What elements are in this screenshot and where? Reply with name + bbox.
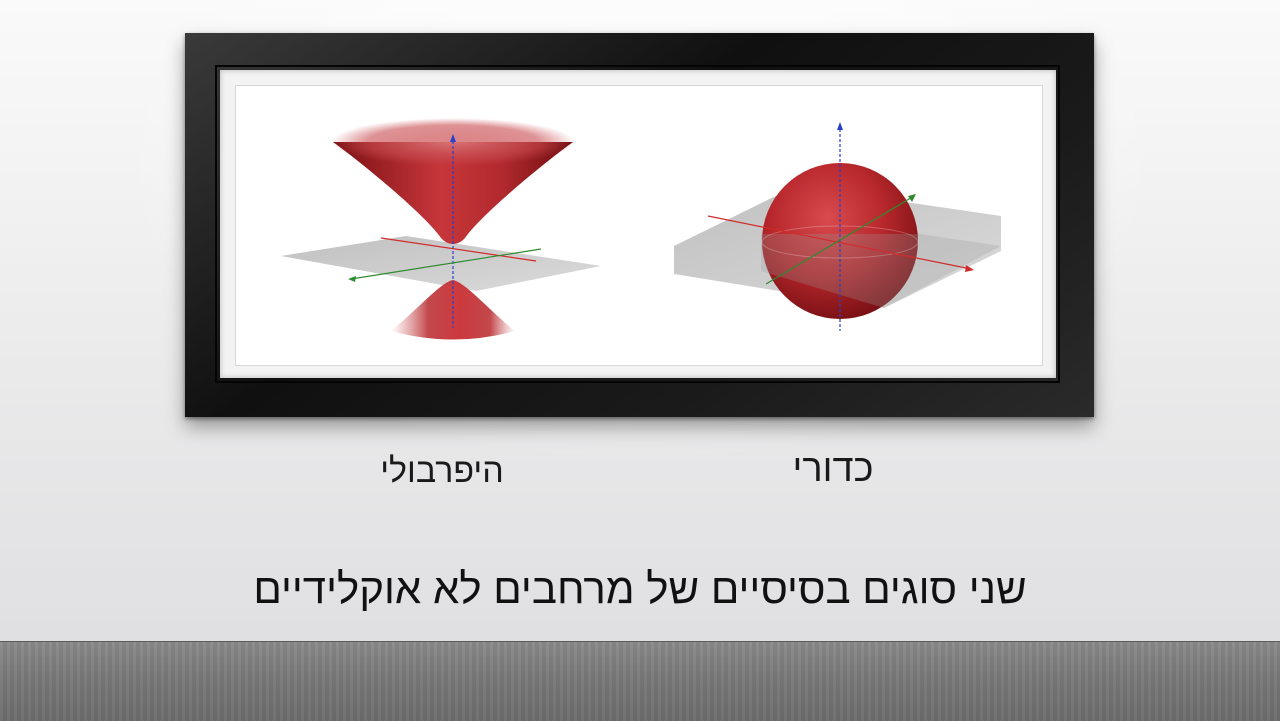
sphere-y-arrow <box>908 194 916 202</box>
frame-inner-edge <box>215 65 1060 383</box>
sphere-plane-front <box>761 234 1001 308</box>
slide-title: שני סוגים בסיסיים של מרחבים לא אוקלידיים <box>253 565 1027 612</box>
geometry-illustration <box>235 85 1043 366</box>
hyperboloid-lower-nappe <box>391 280 515 340</box>
hyperbolic-y-axis <box>350 248 542 280</box>
sphere-z-arrow <box>837 122 843 130</box>
sphere-x-arrow <box>965 265 974 272</box>
hyperbolic-y-arrow <box>348 276 356 282</box>
floor <box>0 641 1280 721</box>
hyperbolic-plane <box>281 236 601 291</box>
sphere-y-axis <box>765 195 915 285</box>
label-spherical: כדורי <box>792 448 874 490</box>
label-hyperbolic: היפרבולי <box>380 452 504 490</box>
sphere-x-axis <box>707 215 972 270</box>
sphere-figure <box>674 122 1001 331</box>
hyperbolic-z-arrow <box>450 134 456 142</box>
hyperbolic-x-axis <box>380 237 537 262</box>
hyperboloid-figure <box>281 118 601 340</box>
surfaces-svg <box>281 118 1001 340</box>
picture-frame <box>185 33 1094 417</box>
